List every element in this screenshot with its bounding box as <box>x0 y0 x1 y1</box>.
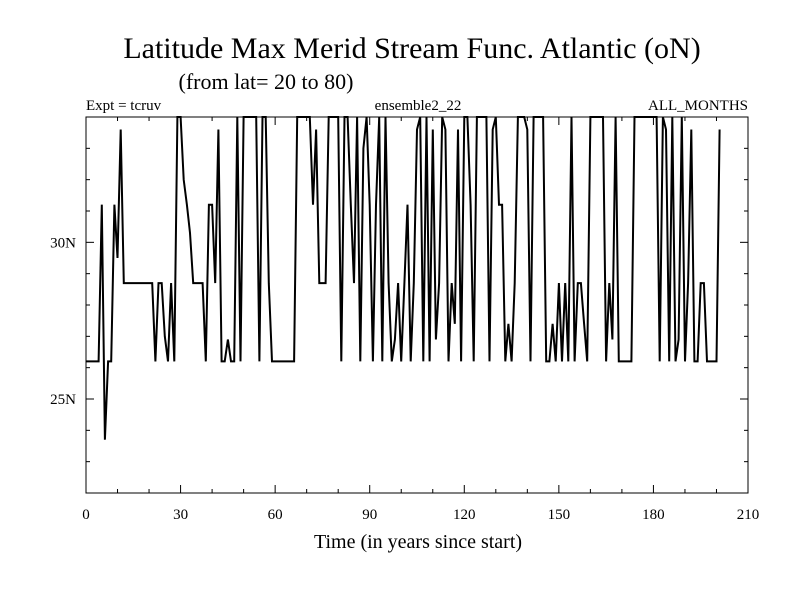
x-tick-label: 60 <box>268 507 283 523</box>
header-left-label: Expt = tcruv <box>86 98 162 114</box>
x-tick-label: 0 <box>82 507 90 523</box>
series-layer <box>86 116 721 440</box>
x-tick-label: 120 <box>453 507 476 523</box>
y-tick-label: 25N <box>50 392 76 408</box>
series-line <box>86 116 721 440</box>
x-tick-label: 30 <box>173 507 188 523</box>
x-axis-label: Time (in years since start) <box>314 531 522 553</box>
x-tick-label: 210 <box>737 507 760 523</box>
axis-ticks: 0 30 60 90 120 150 180 210 25N 30N <box>50 116 760 523</box>
x-tick-label: 180 <box>642 507 665 523</box>
x-tick-label: 90 <box>362 507 377 523</box>
x-tick-label: 150 <box>548 507 571 523</box>
y-tick-label: 30N <box>50 235 76 251</box>
chart-title: Latitude Max Merid Stream Func. Atlantic… <box>123 32 700 65</box>
header-center-label: ensemble2_22 <box>375 98 462 114</box>
chart-subtitle: (from lat= 20 to 80) <box>179 69 354 94</box>
header-right-label: ALL_MONTHS <box>648 98 748 114</box>
